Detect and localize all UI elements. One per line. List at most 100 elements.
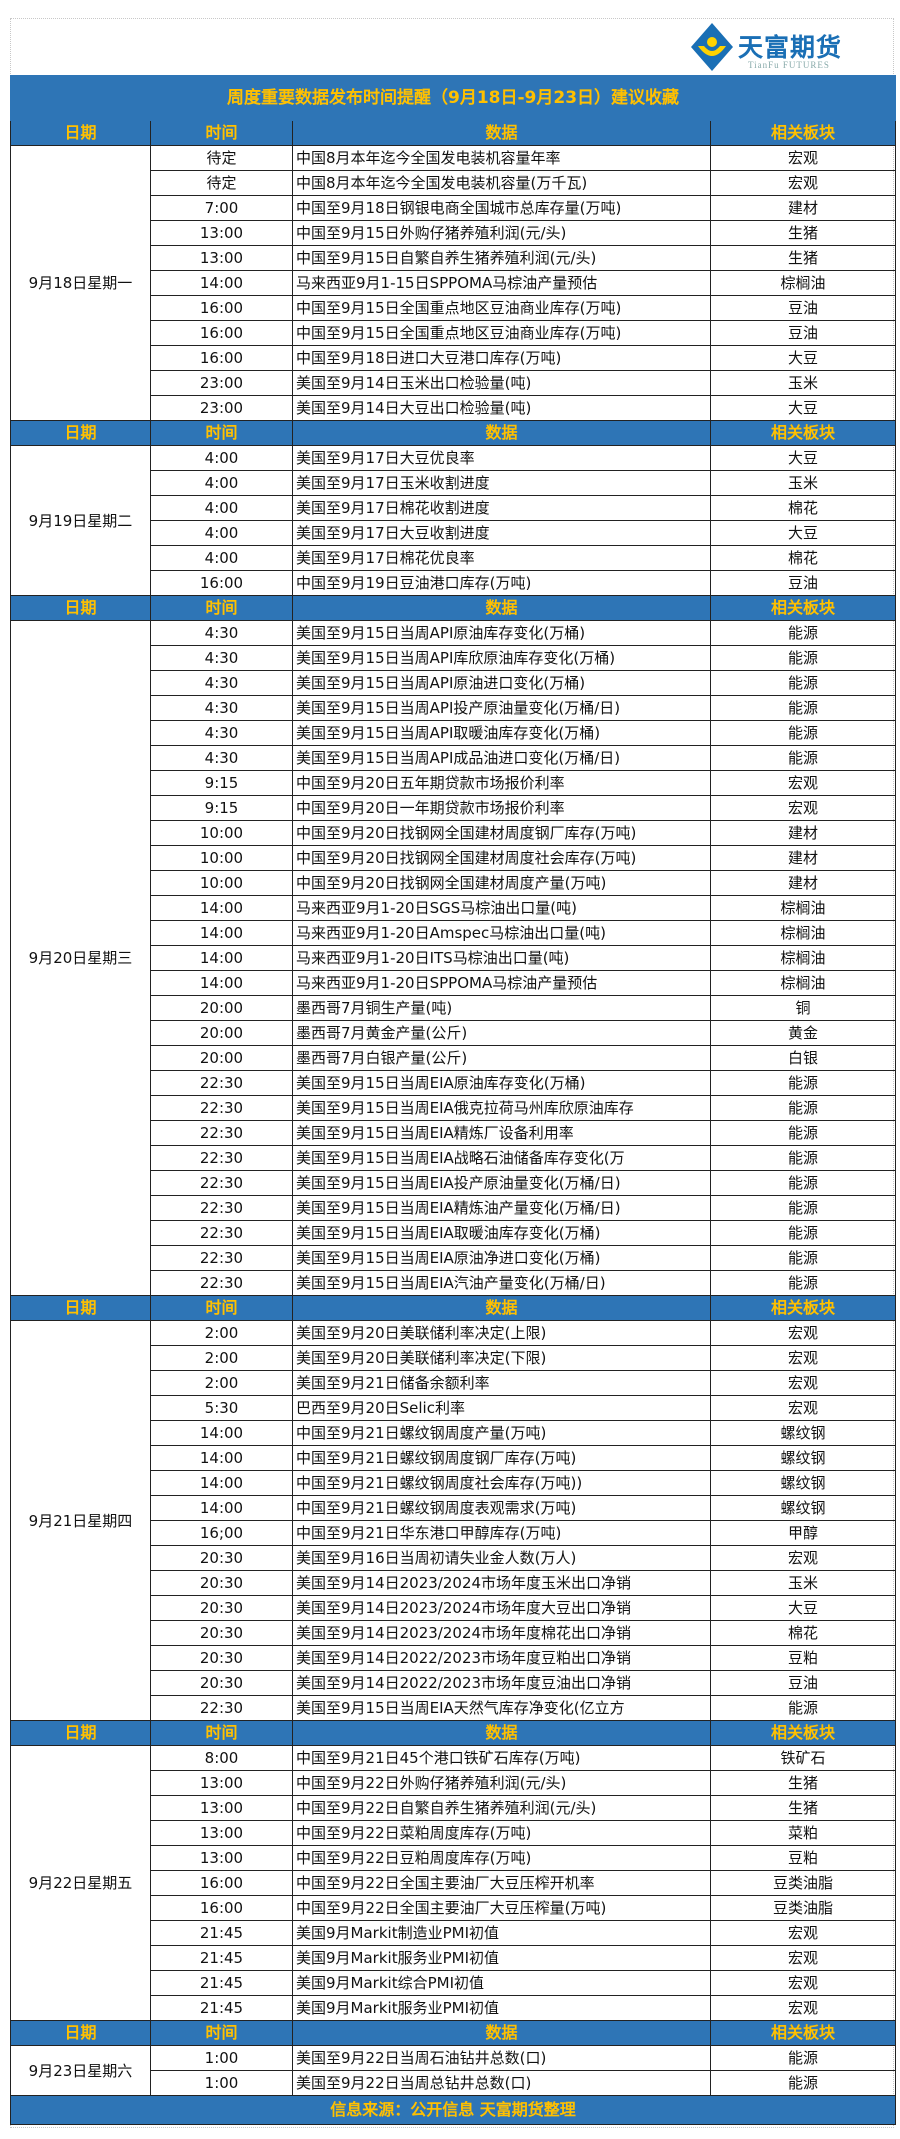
sector-cell: 豆油 bbox=[709, 1670, 897, 1696]
time-cell: 22:30 bbox=[150, 1245, 293, 1271]
sector-cell: 大豆 bbox=[709, 445, 897, 471]
header-time: 时间 bbox=[150, 2020, 293, 2046]
table-row: 16:00 中国至9月15日全国重点地区豆油商业库存(万吨) 豆油 bbox=[11, 295, 897, 321]
sector-cell: 能源 bbox=[709, 1145, 897, 1171]
table-row: 21:45 美国9月Markit服务业PMI初值 宏观 bbox=[11, 1995, 897, 2021]
sector-cell: 白银 bbox=[709, 1045, 897, 1071]
column-header-row: 日期 时间 数据 相关板块 bbox=[10, 420, 897, 446]
time-cell: 4:30 bbox=[150, 745, 293, 771]
time-cell: 22:30 bbox=[150, 1270, 293, 1296]
time-cell: 4:00 bbox=[150, 520, 293, 546]
data-cell: 中国至9月15日自繁自养生猪养殖利润(元/头) bbox=[292, 245, 711, 271]
data-cell: 中国至9月22日全国主要油厂大豆压榨量(万吨) bbox=[292, 1895, 711, 1921]
time-cell: 4:30 bbox=[150, 695, 293, 721]
table-row: 13:00 中国至9月15日自繁自养生猪养殖利润(元/头) 生猪 bbox=[11, 245, 897, 271]
time-cell: 5:30 bbox=[150, 1395, 293, 1421]
header-date: 日期 bbox=[10, 1720, 151, 1746]
data-cell: 中国至9月21日螺纹钢周度产量(万吨) bbox=[292, 1420, 711, 1446]
table-row: 16;00 中国至9月21日华东港口甲醇库存(万吨) 甲醇 bbox=[11, 1520, 897, 1546]
column-header-row: 日期 时间 数据 相关板块 bbox=[10, 2020, 897, 2046]
sector-cell: 能源 bbox=[709, 745, 897, 771]
data-cell: 美国至9月17日玉米收割进度 bbox=[292, 470, 711, 496]
time-cell: 13:00 bbox=[150, 245, 293, 271]
header-time: 时间 bbox=[150, 595, 293, 621]
sector-cell: 能源 bbox=[709, 1695, 897, 1721]
sector-cell: 棕榈油 bbox=[709, 920, 897, 946]
table-row: 21:45 美国9月Markit制造业PMI初值 宏观 bbox=[11, 1920, 897, 1946]
data-cell: 中国至9月20日找钢网全国建材周度产量(万吨) bbox=[292, 870, 711, 896]
table-row: 20:30 美国至9月14日2022/2023市场年度豆油出口净销 豆油 bbox=[11, 1670, 897, 1696]
sector-cell: 豆油 bbox=[709, 295, 897, 321]
time-cell: 1:00 bbox=[150, 2070, 293, 2096]
sector-cell: 宏观 bbox=[709, 170, 897, 196]
data-cell: 美国至9月15日当周EIA精炼油产量变化(万桶/日) bbox=[292, 1195, 711, 1221]
time-cell: 20:00 bbox=[150, 1020, 293, 1046]
sector-cell: 宏观 bbox=[709, 1345, 897, 1371]
time-cell: 14:00 bbox=[150, 895, 293, 921]
header-date: 日期 bbox=[10, 120, 151, 146]
sector-cell: 生猪 bbox=[709, 1795, 897, 1821]
table-row: 9月22日星期五 8:00 中国至9月21日45个港口铁矿石库存(万吨) 铁矿石 bbox=[10, 1745, 897, 2021]
sector-cell: 宏观 bbox=[709, 1370, 897, 1396]
data-cell: 美国至9月14日2022/2023市场年度豆粕出口净销 bbox=[292, 1645, 711, 1671]
sector-cell: 能源 bbox=[709, 2045, 897, 2071]
table-row: 22:30 美国至9月15日当周EIA投产原油量变化(万桶/日) 能源 bbox=[11, 1170, 897, 1196]
data-cell: 美国至9月15日当周EIA战略石油储备库存变化(万 bbox=[292, 1145, 711, 1171]
header-date: 日期 bbox=[10, 420, 151, 446]
table-row: 22:30 美国至9月15日当周EIA俄克拉荷马州库欣原油库存 能源 bbox=[11, 1095, 897, 1121]
table-row: 16:00 中国至9月22日全国主要油厂大豆压榨开机率 豆类油脂 bbox=[11, 1870, 897, 1896]
data-cell: 美国至9月15日当周API取暖油库存变化(万桶) bbox=[292, 720, 711, 746]
header-date: 日期 bbox=[10, 595, 151, 621]
sector-cell: 铜 bbox=[709, 995, 897, 1021]
table-row: 4:00 美国至9月17日棉花优良率 棉花 bbox=[11, 545, 897, 571]
time-cell: 16:00 bbox=[150, 345, 293, 371]
time-cell: 14:00 bbox=[150, 920, 293, 946]
sector-cell: 菜粕 bbox=[709, 1820, 897, 1846]
table-row: 22:30 美国至9月15日当周EIA原油库存变化(万桶) 能源 bbox=[11, 1070, 897, 1096]
sector-cell: 螺纹钢 bbox=[709, 1420, 897, 1446]
time-cell: 20:00 bbox=[150, 1045, 293, 1071]
sector-cell: 宏观 bbox=[709, 1320, 897, 1346]
data-cell: 中国至9月22日外购仔猪养殖利润(元/头) bbox=[292, 1770, 711, 1796]
time-cell: 2:00 bbox=[150, 1370, 293, 1396]
sector-cell: 能源 bbox=[709, 720, 897, 746]
header-time: 时间 bbox=[150, 1720, 293, 1746]
table-row: 16:00 中国至9月19日豆油港口库存(万吨) 豆油 bbox=[11, 570, 897, 596]
time-cell: 21:45 bbox=[150, 1920, 293, 1946]
sector-cell: 能源 bbox=[709, 1245, 897, 1271]
data-cell: 墨西哥7月黄金产量(公斤) bbox=[292, 1020, 711, 1046]
data-cell: 中国8月本年迄今全国发电装机容量(万千瓦) bbox=[292, 170, 711, 196]
date-cell: 9月22日星期五 bbox=[10, 1745, 151, 2021]
sector-cell: 能源 bbox=[709, 1095, 897, 1121]
time-cell: 22:30 bbox=[150, 1195, 293, 1221]
sector-cell: 豆油 bbox=[709, 320, 897, 346]
sector-cell: 宏观 bbox=[709, 1395, 897, 1421]
time-cell: 20:30 bbox=[150, 1545, 293, 1571]
data-cell: 中国至9月21日螺纹钢周度表观需求(万吨) bbox=[292, 1495, 711, 1521]
data-cell: 美国至9月20日美联储利率决定(下限) bbox=[292, 1345, 711, 1371]
data-cell: 美国至9月15日当周EIA精炼厂设备利用率 bbox=[292, 1120, 711, 1146]
data-cell: 美国至9月20日美联储利率决定(上限) bbox=[292, 1320, 711, 1346]
header-sector: 相关板块 bbox=[709, 120, 897, 146]
data-cell: 马来西亚9月1-15日SPPOMA马棕油产量预估 bbox=[292, 270, 711, 296]
data-cell: 中国至9月21日45个港口铁矿石库存(万吨) bbox=[292, 1745, 711, 1771]
time-cell: 10:00 bbox=[150, 845, 293, 871]
table-row: 4:00 美国至9月17日棉花收割进度 棉花 bbox=[11, 495, 897, 521]
time-cell: 4:30 bbox=[150, 720, 293, 746]
time-cell: 10:00 bbox=[150, 870, 293, 896]
time-cell: 16;00 bbox=[150, 1520, 293, 1546]
table-row: 4:30 美国至9月15日当周API原油进口变化(万桶) 能源 bbox=[11, 670, 897, 696]
data-cell: 中国至9月21日螺纹钢周度钢厂库存(万吨) bbox=[292, 1445, 711, 1471]
date-cell: 9月21日星期四 bbox=[10, 1320, 151, 1721]
sector-cell: 螺纹钢 bbox=[709, 1470, 897, 1496]
table-row: 13:00 中国至9月22日自繁自养生猪养殖利润(元/头) 生猪 bbox=[11, 1795, 897, 1821]
time-cell: 22:30 bbox=[150, 1120, 293, 1146]
time-cell: 21:45 bbox=[150, 1945, 293, 1971]
column-header-row: 日期 时间 数据 相关板块 bbox=[10, 595, 897, 621]
data-cell: 马来西亚9月1-20日SGS马棕油出口量(吨) bbox=[292, 895, 711, 921]
data-cell: 美国至9月15日当周EIA取暖油库存变化(万桶) bbox=[292, 1220, 711, 1246]
sector-cell: 玉米 bbox=[709, 1570, 897, 1596]
column-header-row: 日期 时间 数据 相关板块 bbox=[10, 120, 897, 146]
sector-cell: 宏观 bbox=[709, 145, 897, 171]
time-cell: 20:30 bbox=[150, 1645, 293, 1671]
